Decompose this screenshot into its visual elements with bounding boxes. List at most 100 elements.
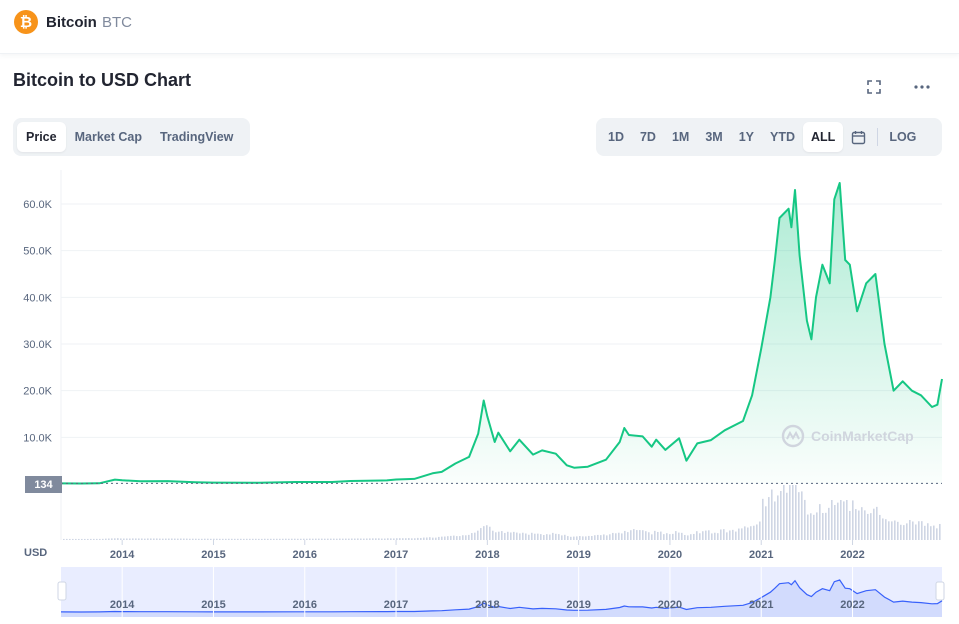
volume-bar xyxy=(753,525,755,540)
volume-bar xyxy=(357,538,359,540)
y-tick-label: 30.0K xyxy=(23,339,52,351)
volume-bar xyxy=(321,538,323,540)
more-icon[interactable] xyxy=(911,76,933,98)
volume-bar xyxy=(90,538,92,540)
x-tick-label: 2017 xyxy=(384,549,408,561)
volume-bar xyxy=(705,530,707,540)
volume-bar xyxy=(318,538,320,540)
volume-bar xyxy=(765,506,767,540)
volume-bar xyxy=(216,538,218,540)
volume-bar xyxy=(171,538,173,540)
volume-bar xyxy=(207,538,209,540)
volume-bar xyxy=(528,534,530,540)
volume-bar xyxy=(615,533,617,540)
volume-bar xyxy=(126,538,128,540)
volume-bar xyxy=(372,538,374,540)
volume-bar xyxy=(504,532,506,540)
volume-bar xyxy=(558,534,560,540)
volume-bar xyxy=(261,538,263,540)
range-1m[interactable]: 1M xyxy=(671,130,690,144)
volume-bar xyxy=(897,521,899,540)
navigator-handle-right[interactable] xyxy=(935,581,945,601)
volume-bar xyxy=(516,532,518,540)
volume-bar xyxy=(105,538,107,540)
range-all[interactable]: ALL xyxy=(803,122,844,152)
volume-bar xyxy=(828,507,830,540)
volume-bar xyxy=(246,538,248,540)
range-1y[interactable]: 1Y xyxy=(738,130,755,144)
y-tick-label: 40.0K xyxy=(23,292,52,304)
volume-bar xyxy=(378,538,380,540)
navigator-year-label: 2020 xyxy=(658,599,682,611)
volume-bar xyxy=(375,538,377,540)
volume-bar xyxy=(831,500,833,540)
volume-bar xyxy=(306,538,308,540)
volume-bar xyxy=(843,501,845,540)
volume-bar xyxy=(936,528,938,540)
volume-bar xyxy=(339,538,341,540)
volume-bar xyxy=(744,526,746,540)
volume-bar xyxy=(252,538,254,540)
navigator-year-label: 2015 xyxy=(201,599,225,611)
volume-bar xyxy=(840,500,842,540)
volume-bar xyxy=(135,538,137,540)
volume-bar xyxy=(351,538,353,540)
volume-bar xyxy=(69,538,71,540)
volume-bar xyxy=(858,510,860,540)
volume-bar xyxy=(414,538,416,540)
volume-bar xyxy=(309,538,311,540)
log-toggle[interactable]: LOG xyxy=(889,130,917,144)
tab-tradingview[interactable]: TradingView xyxy=(159,130,234,144)
volume-bar xyxy=(777,495,779,540)
expand-icon[interactable] xyxy=(863,76,885,98)
navigator-handle-left[interactable] xyxy=(57,581,67,601)
tab-market-cap[interactable]: Market Cap xyxy=(74,130,142,144)
volume-bar xyxy=(195,538,197,540)
calendar-button[interactable] xyxy=(843,122,874,152)
volume-bar xyxy=(210,538,212,540)
volume-bar xyxy=(411,538,413,540)
volume-bar xyxy=(441,536,443,540)
volume-bar xyxy=(75,538,77,540)
tab-price[interactable]: Price xyxy=(17,122,66,152)
volume-bar xyxy=(927,523,929,540)
volume-bar xyxy=(111,538,113,540)
volume-bar xyxy=(402,538,404,540)
volume-bar xyxy=(417,537,419,540)
range-3m[interactable]: 3M xyxy=(705,130,723,144)
volume-bar xyxy=(213,538,215,540)
volume-bar xyxy=(501,531,503,540)
volume-bar xyxy=(243,538,245,540)
volume-bar xyxy=(507,531,509,540)
volume-bar xyxy=(606,535,608,540)
volume-bar xyxy=(720,529,722,540)
range-1d[interactable]: 1D xyxy=(608,130,624,144)
range-7d[interactable]: 7D xyxy=(639,130,656,144)
volume-bar xyxy=(717,533,719,540)
volume-bar xyxy=(522,532,524,540)
volume-bar xyxy=(915,524,917,540)
range-ytd[interactable]: YTD xyxy=(770,130,796,144)
volume-bars xyxy=(63,485,941,540)
volume-bar xyxy=(684,534,686,540)
volume-bar xyxy=(669,534,671,540)
volume-bar xyxy=(165,538,167,540)
volume-bar xyxy=(348,538,350,540)
page-title: Bitcoin to USD Chart xyxy=(13,70,191,90)
volume-bar xyxy=(495,532,497,540)
volume-bar xyxy=(570,536,572,540)
volume-bar xyxy=(870,513,872,540)
volume-bar xyxy=(63,538,65,540)
volume-bar xyxy=(885,519,887,540)
volume-bar xyxy=(117,538,119,540)
volume-bar xyxy=(192,538,194,540)
volume-bar xyxy=(909,519,911,540)
volume-bar xyxy=(258,538,260,540)
volume-bar xyxy=(849,510,851,540)
volume-bar xyxy=(483,526,485,540)
volume-bar xyxy=(462,535,464,540)
volume-bar xyxy=(837,502,839,540)
volume-bar xyxy=(861,507,863,540)
volume-bar xyxy=(930,526,932,540)
